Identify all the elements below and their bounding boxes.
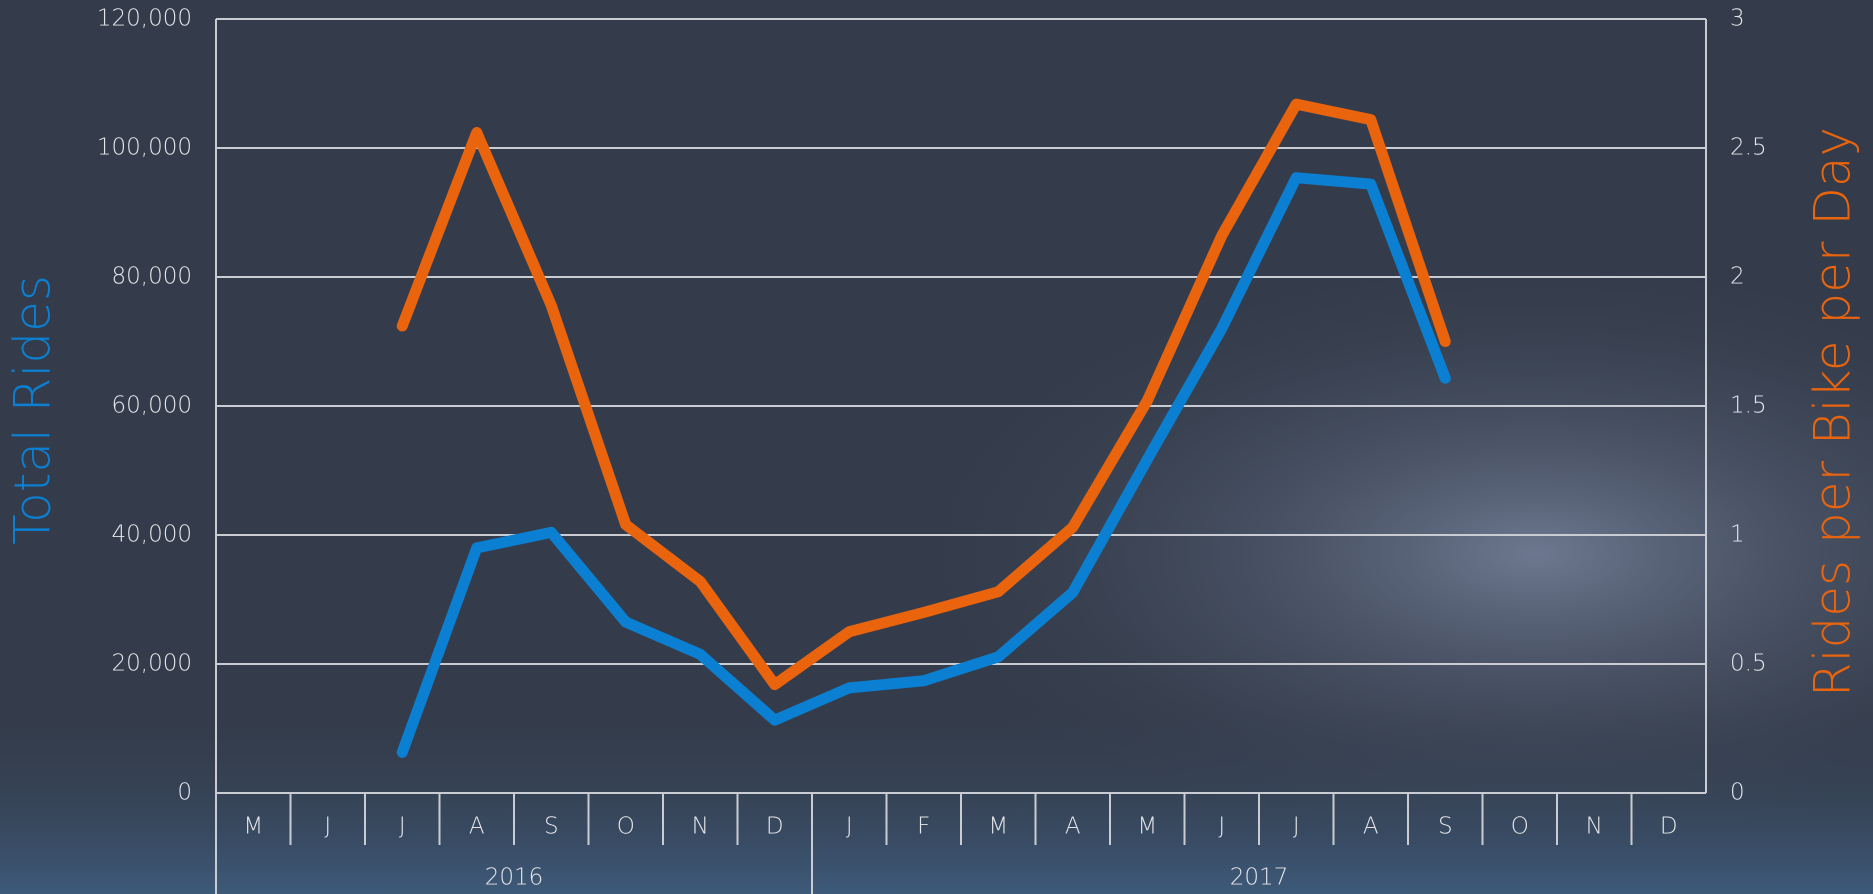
y-tick-label: 60,000: [112, 393, 192, 419]
year-label: 2017: [1230, 865, 1289, 891]
y2-axis-title: Rides per Bike per Day: [1804, 127, 1862, 697]
y-tick-label: 120,000: [97, 6, 192, 32]
x-tick-label: A: [1363, 814, 1379, 840]
x-tick-label: J: [399, 814, 406, 840]
x-tick-label: S: [544, 814, 559, 840]
x-tick-label: O: [617, 814, 635, 840]
y2-tick-label: 0: [1730, 780, 1745, 806]
y-tick-label: 20,000: [112, 651, 192, 677]
background-water: [0, 700, 1873, 894]
y2-tick-label: 2: [1730, 264, 1745, 290]
x-tick-label: F: [917, 814, 930, 840]
y2-tick-label: 0.5: [1730, 651, 1767, 677]
y-axis-title: Total Rides: [4, 275, 62, 545]
x-tick-label: M: [988, 814, 1008, 840]
x-tick-label: M: [243, 814, 263, 840]
x-tick-label: A: [469, 814, 485, 840]
y-tick-label: 80,000: [112, 264, 192, 290]
x-tick-label: D: [1660, 814, 1678, 840]
x-tick-label: J: [324, 814, 331, 840]
series-line: [396, 98, 1451, 691]
x-tick-label: A: [1065, 814, 1081, 840]
y-tick-label: 100,000: [97, 135, 192, 161]
y2-tick-label: 1: [1730, 522, 1745, 548]
x-tick-label: D: [766, 814, 784, 840]
y2-tick-label: 1.5: [1730, 393, 1767, 419]
x-tick-label: J: [846, 814, 853, 840]
y-tick-label: 0: [177, 780, 192, 806]
x-tick-label: M: [1137, 814, 1157, 840]
x-tick-label: J: [1293, 814, 1300, 840]
x-tick-label: O: [1511, 814, 1529, 840]
series-line: [396, 172, 1451, 758]
year-label: 2016: [485, 865, 544, 891]
y2-tick-label: 2.5: [1730, 135, 1767, 161]
x-tick-label: S: [1438, 814, 1453, 840]
y2-tick-label: 3: [1730, 6, 1745, 32]
x-tick-label: J: [1218, 814, 1225, 840]
x-tick-label: N: [1586, 814, 1603, 840]
x-tick-label: N: [692, 814, 709, 840]
y-tick-label: 40,000: [112, 522, 192, 548]
